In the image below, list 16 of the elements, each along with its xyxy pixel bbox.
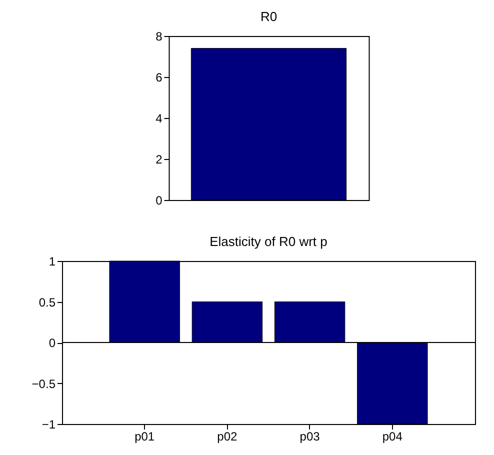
y-tick-label: 0 [156, 194, 163, 208]
y-tick-label: 0.5 [38, 295, 56, 310]
y-tick-label: −1 [42, 418, 56, 432]
y-tick-label: 2 [156, 152, 163, 166]
y-tick-label: 6 [156, 70, 163, 84]
y-tick-label: 0 [48, 336, 56, 350]
y-tick-label: 4 [156, 112, 163, 126]
y-tick-label: 1 [48, 254, 56, 268]
y-tick-label: −0.5 [32, 376, 56, 391]
x-tick-label: p02 [217, 430, 238, 444]
y-tick-label: 8 [156, 30, 163, 44]
chart-title: Elasticity of R0 wrt p [210, 234, 328, 249]
x-tick-label: p04 [382, 430, 403, 444]
x-tick-label: p01 [134, 430, 155, 444]
x-tick-label: p03 [300, 430, 320, 444]
chart-title: R0 [260, 9, 278, 24]
